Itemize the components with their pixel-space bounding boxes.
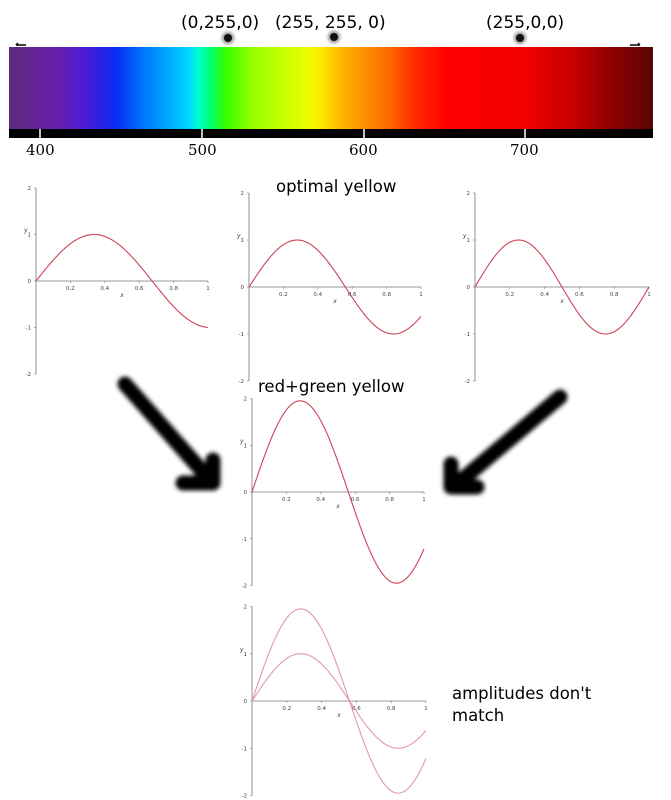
x-tick-label: 0.2 (282, 706, 291, 712)
y-axis-label: y (239, 646, 244, 653)
y-axis-label: y (236, 233, 241, 240)
y-tick-label: 1 (467, 238, 471, 244)
x-tick-label: 0.6 (352, 706, 361, 712)
y-tick-label: 0 (244, 490, 248, 496)
optimal-yellow-caption: optimal yellow (276, 177, 397, 196)
y-tick-label: 2 (244, 397, 248, 403)
x-axis-label: x (119, 292, 124, 299)
rgb-label-red: (255,0,0) (486, 13, 565, 33)
x-tick-label: 0.4 (317, 706, 326, 712)
comparison-wave-plot: 210-1-20.2 0.4 0.6 0.8 1yx (239, 605, 428, 799)
wavelength-tick-700: 700 (510, 141, 539, 159)
left-arrow (117, 376, 221, 491)
x-tick-label: 0.8 (387, 706, 396, 712)
y-tick-label: -1 (26, 326, 31, 332)
y-axis-label: y (23, 227, 28, 234)
red-marker-dot (516, 34, 524, 42)
y-tick-label: 2 (467, 191, 471, 197)
y-axis-label: y (239, 438, 244, 445)
wave-curve-0 (248, 239, 422, 335)
wave-curve-0 (251, 400, 425, 584)
y-tick-label: 0 (467, 285, 471, 291)
y-tick-label: 1 (28, 233, 32, 239)
spectrum-edge-markers (15, 42, 641, 46)
wave-curve-0 (35, 233, 209, 328)
visible-spectrum-bar (9, 47, 653, 129)
y-tick-label: -1 (465, 332, 470, 338)
rgb-label-green: (0,255,0) (181, 13, 260, 33)
x-tick-label: 0.6 (135, 286, 144, 292)
y-tick-label: -1 (239, 332, 244, 338)
red-wave-plot: 210-1-20.2 0.4 0.6 0.8 1yx (462, 191, 651, 385)
x-tick-label: 1 (422, 497, 426, 503)
spectrum-ticks (39, 129, 526, 138)
y-tick-label: -2 (26, 372, 31, 378)
green-marker-dot (224, 34, 232, 42)
y-tick-label: -2 (239, 379, 244, 385)
y-tick-label: 0 (28, 279, 32, 285)
y-tick-label: 1 (244, 652, 248, 658)
y-tick-label: 2 (244, 605, 248, 611)
wave-curve-1 (251, 653, 427, 749)
wavelength-tick-500: 500 (188, 141, 217, 159)
redgreen-yellow-caption: red+green yellow (258, 377, 405, 396)
y-tick-label: -1 (242, 537, 247, 543)
green-wave-plot: 210-1-20.2 0.4 0.6 0.8 1yx (23, 186, 210, 378)
wavelength-tick-400: 400 (26, 141, 55, 159)
y-tick-label: 0 (244, 699, 248, 705)
spectrum-axis (9, 129, 653, 138)
y-tick-label: 2 (241, 191, 245, 197)
y-tick-label: -2 (242, 794, 247, 799)
amplitudes-caption: amplitudes don't match (452, 684, 592, 725)
wavelength-tick-600: 600 (349, 141, 378, 159)
yellow-marker-dot (330, 33, 338, 41)
wave-curve-0 (251, 608, 427, 794)
x-tick-label: 0.6 (348, 292, 357, 298)
x-tick-label: 0.4 (100, 286, 109, 292)
y-tick-label: 2 (28, 186, 32, 192)
x-tick-label: 0.8 (169, 286, 178, 292)
y-tick-label: -2 (242, 584, 247, 590)
wave-curve-0 (474, 239, 650, 335)
y-tick-label: 1 (244, 443, 248, 449)
redgreen-yellow-wave-plot: 210-1-20.2 0.4 0.6 0.8 1yx (239, 397, 426, 590)
y-tick-label: -2 (465, 379, 470, 385)
optimal-yellow-wave-plot: 210-1-20.2 0.4 0.6 0.8 1yx (236, 191, 423, 385)
x-tick-label: 0.2 (279, 292, 288, 298)
y-tick-label: 0 (241, 285, 245, 291)
x-tick-label: 0.6 (575, 292, 584, 298)
x-tick-label: 0.4 (540, 292, 549, 298)
x-axis-label: x (335, 503, 340, 510)
y-tick-label: -1 (242, 746, 247, 752)
x-tick-label: 0.4 (316, 497, 325, 503)
x-tick-label: 0.2 (66, 286, 75, 292)
x-axis-label: x (332, 298, 337, 305)
x-tick-label: 1 (419, 292, 423, 298)
rgb-label-yellow: (255, 255, 0) (275, 13, 386, 33)
x-tick-label: 0.8 (610, 292, 619, 298)
x-tick-label: 0.4 (313, 292, 322, 298)
x-tick-label: 0.2 (505, 292, 514, 298)
x-tick-label: 1 (424, 706, 428, 712)
x-tick-label: 0.6 (351, 497, 360, 503)
right-arrow (443, 389, 568, 495)
x-axis-label: x (559, 298, 564, 305)
x-tick-label: 1 (206, 286, 210, 292)
y-tick-label: 1 (241, 238, 245, 244)
x-tick-label: 0.8 (382, 292, 391, 298)
y-axis-label: y (462, 233, 467, 240)
x-tick-label: 1 (647, 292, 651, 298)
x-tick-label: 0.2 (282, 497, 291, 503)
x-axis-label: x (336, 712, 341, 719)
x-tick-label: 0.8 (385, 497, 394, 503)
